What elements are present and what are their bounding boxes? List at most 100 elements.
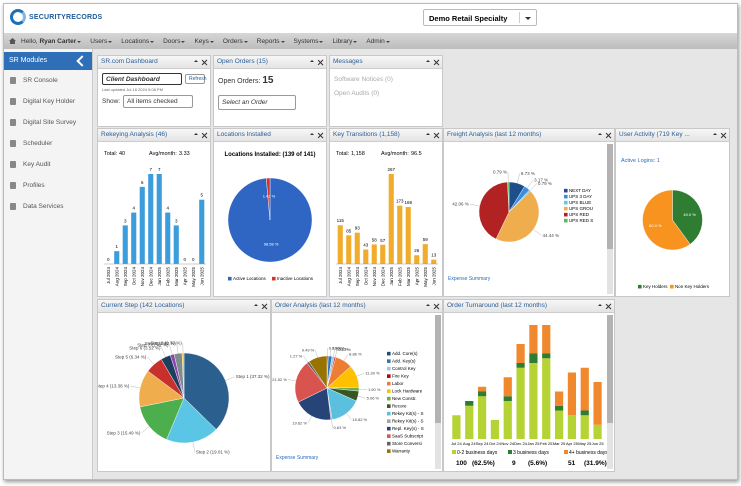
- sidebar-title[interactable]: SR Modules: [4, 52, 92, 70]
- close-button[interactable]: [605, 303, 611, 309]
- series-total: 100: [456, 460, 467, 467]
- collapse-button[interactable]: [426, 304, 430, 306]
- value-label: 1: [115, 244, 118, 249]
- collapse-button[interactable]: [310, 60, 314, 62]
- legend-label: Add. Key(s): [392, 359, 416, 364]
- close-button[interactable]: [201, 59, 207, 65]
- home-icon[interactable]: [9, 38, 16, 44]
- slice-label: 9.49 %: [302, 347, 315, 352]
- legend-label: UPS RED: [569, 212, 590, 217]
- slice-label: 1.27 %: [336, 346, 349, 351]
- collapse-button[interactable]: [254, 304, 258, 306]
- order-select[interactable]: Select an Order: [218, 95, 296, 110]
- legend-label: UPS BLUE: [569, 200, 591, 205]
- legend-label: Recore: [392, 404, 407, 409]
- close-button[interactable]: [605, 132, 611, 138]
- close-button[interactable]: [261, 303, 267, 309]
- close-button[interactable]: [317, 59, 323, 65]
- x-tick-label: Sep 2024: [123, 267, 128, 287]
- legend-label: Labor: [392, 381, 404, 386]
- value-label: 169: [404, 200, 412, 205]
- stat-label: Avg/month:: [149, 151, 177, 157]
- stat-value: 40: [119, 151, 125, 157]
- refresh-button[interactable]: Refresh: [185, 74, 207, 84]
- collapse-button[interactable]: [426, 133, 430, 135]
- last-updated: Last updated Jul 16 2024 9:08 PM: [102, 87, 163, 92]
- expense-summary-link[interactable]: Expense Summary: [448, 276, 491, 282]
- widget: Open Orders (15) Open Orders: 15 Select an…: [213, 55, 327, 127]
- sidebar-item[interactable]: Data Services: [4, 196, 92, 217]
- pie-slice: [183, 352, 230, 430]
- expense-summary-link[interactable]: Expense Summary: [276, 455, 319, 461]
- series-share: (5.6%): [528, 460, 547, 467]
- slice-label: 0.63 %: [334, 425, 347, 430]
- nav-menu[interactable]: Users: [90, 38, 113, 45]
- logo[interactable]: SECURITYRECORDS: [29, 14, 103, 21]
- sidebar-item[interactable]: Digital Key Holder: [4, 91, 92, 112]
- collapse-button[interactable]: [598, 304, 602, 306]
- close-button[interactable]: [433, 132, 439, 138]
- nav-menu[interactable]: Reports: [257, 38, 285, 45]
- slice-label: 44.44 %: [542, 233, 559, 238]
- x-tick-label: Jan 2025: [157, 267, 162, 286]
- sidebar-label: Digital Key Holder: [23, 98, 76, 105]
- leader-line: [333, 348, 336, 357]
- nav-menu[interactable]: Admin: [366, 38, 391, 45]
- close-button[interactable]: [433, 303, 439, 309]
- nav-menu[interactable]: Orders: [223, 38, 248, 45]
- sidebar-item[interactable]: Digital Site Survey: [4, 112, 92, 133]
- x-tick-label: Jul 2024: [106, 267, 111, 285]
- close-button[interactable]: [317, 132, 323, 138]
- slice-label: 0.79 %: [493, 170, 507, 175]
- dashboard-select[interactable]: Client Dashboard: [102, 73, 182, 85]
- value-label: 3: [175, 218, 178, 223]
- leader-line: [346, 413, 352, 420]
- legend-swatch: [387, 359, 391, 363]
- nav-menu[interactable]: Systems: [294, 38, 324, 45]
- sidebar-item[interactable]: Profiles: [4, 175, 92, 196]
- bar-segment: [554, 405, 564, 411]
- message-link[interactable]: Software Notices (0): [334, 76, 393, 83]
- legend-swatch: [387, 449, 391, 453]
- nav-menu[interactable]: Locations: [121, 38, 154, 45]
- slice-label: 0.79 %: [538, 181, 552, 186]
- collapse-button[interactable]: [194, 60, 198, 62]
- slice-label: Step 4 (13.38 %): [98, 383, 130, 388]
- user-name: Ryan Carter: [39, 37, 77, 45]
- open-orders-label: Open Orders:: [218, 78, 261, 85]
- close-button[interactable]: [720, 132, 726, 138]
- widget-header: SR.com Dashboard: [98, 56, 210, 69]
- nav-menu[interactable]: Keys: [194, 38, 215, 45]
- nav-menu[interactable]: Doors: [163, 38, 186, 45]
- value-label: 26: [414, 248, 420, 253]
- collapse-button[interactable]: [598, 133, 602, 135]
- user-menu[interactable]: Hello, Ryan Carter: [21, 37, 82, 45]
- close-button[interactable]: [433, 59, 439, 65]
- close-button[interactable]: [201, 132, 207, 138]
- sidebar-item[interactable]: Scheduler: [4, 133, 92, 154]
- bar-segment: [452, 415, 461, 439]
- widget-title: Order Analysis (last 12 months): [275, 302, 366, 309]
- nav-menu[interactable]: Library: [332, 38, 358, 45]
- message-link[interactable]: Open Audits (0): [334, 90, 380, 97]
- collapse-button[interactable]: [426, 60, 430, 62]
- show-select[interactable]: All items checked: [123, 95, 193, 108]
- slice-label: 5.06 %: [367, 396, 380, 401]
- x-tick-label: Nov 24: [501, 441, 514, 446]
- legend-swatch: [387, 381, 391, 386]
- sidebar-item[interactable]: SR Console: [4, 70, 92, 91]
- collapse-button[interactable]: [194, 133, 198, 135]
- slice-label: 15.82 %: [352, 417, 367, 422]
- leader-line: [169, 344, 173, 355]
- widget: Order Turnaround (last 12 months) Jul 24 A…: [443, 299, 615, 472]
- legend-label: UPS 3 DAY: [569, 194, 592, 199]
- bar: [156, 174, 162, 264]
- account-select[interactable]: Demo Retail Specialty: [423, 9, 537, 26]
- legend-label: Rekey Kit(s) - S: [392, 411, 424, 416]
- bar-segment: [503, 377, 512, 397]
- series-share: (31.9%): [584, 460, 607, 467]
- collapse-button[interactable]: [713, 133, 717, 135]
- collapse-button[interactable]: [310, 133, 314, 135]
- legend-label: Add. Core(s): [392, 351, 418, 356]
- sidebar-item[interactable]: Key Audit: [4, 154, 92, 175]
